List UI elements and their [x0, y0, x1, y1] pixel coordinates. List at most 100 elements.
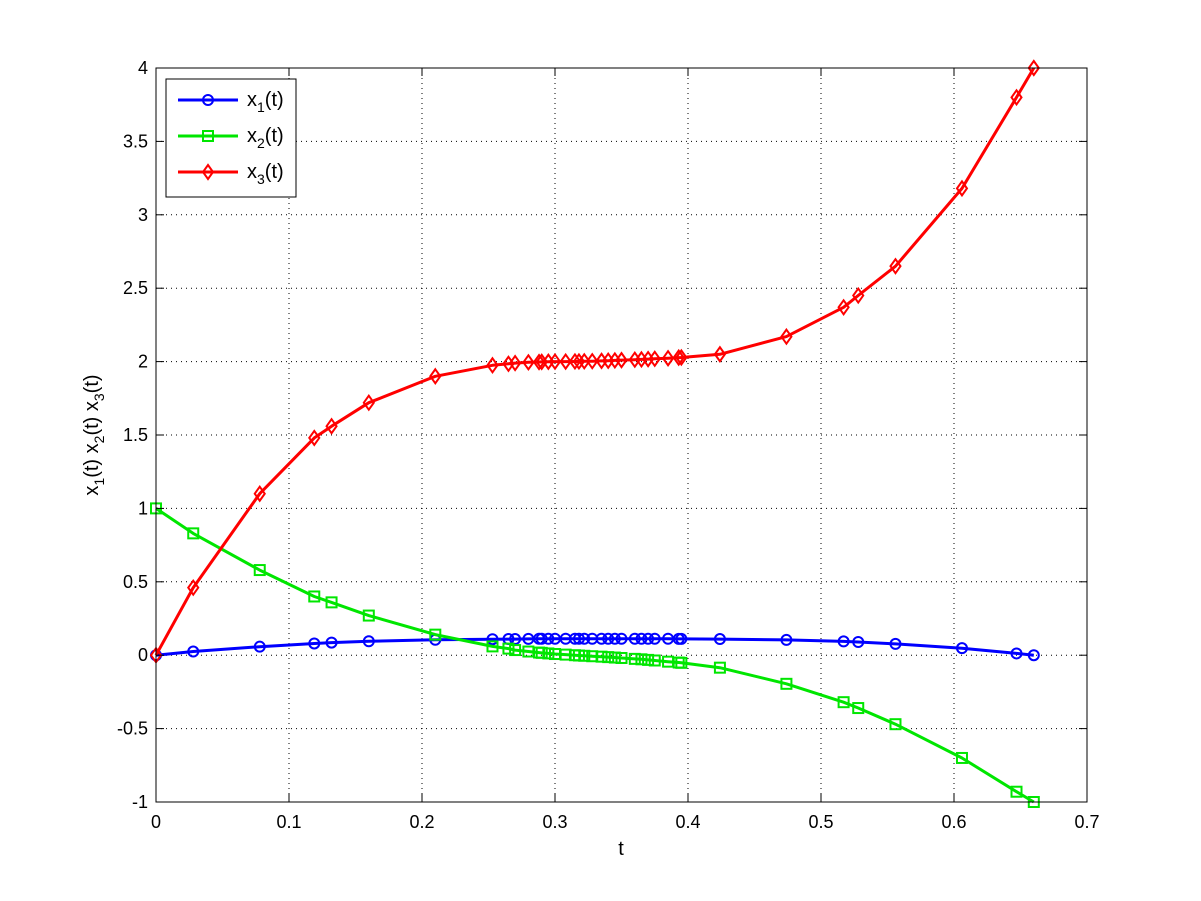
data-point-x1: [486, 633, 499, 646]
data-point-x1: [608, 632, 621, 645]
data-point-x3: [362, 393, 376, 412]
data-point-x3: [253, 484, 266, 503]
data-point-x1: [325, 636, 338, 649]
legend-label-x2: x2(t): [247, 125, 284, 151]
y-tick-label: 1.5: [123, 425, 148, 445]
y-tick-label: 0: [138, 645, 148, 665]
data-point-x1: [955, 642, 968, 655]
data-point-x1: [713, 633, 726, 646]
data-point-x1: [635, 632, 648, 645]
legend-item-x1: x1(t): [178, 89, 284, 115]
y-tick-label: -0.5: [117, 719, 148, 739]
legend-marker-x1: [202, 94, 214, 106]
data-point-x2: [502, 642, 515, 655]
data-point-x3: [955, 179, 969, 198]
y-tick-label: -1: [132, 792, 148, 812]
data-point-x2: [535, 646, 548, 659]
data-point-x3: [572, 352, 586, 371]
data-point-x2: [635, 653, 648, 666]
data-point-x2: [362, 609, 375, 622]
data-point-x3: [586, 352, 599, 370]
data-point-x3: [780, 327, 793, 346]
data-point-x1: [648, 632, 661, 645]
data-point-x1: [780, 633, 793, 646]
data-point-x2: [615, 651, 628, 664]
data-point-x1: [602, 632, 615, 645]
x-tick-label: 0.6: [941, 812, 966, 832]
data-point-x1: [509, 633, 522, 646]
data-point-x2: [308, 590, 321, 603]
data-point-x3: [187, 578, 200, 597]
data-point-x2: [608, 651, 621, 664]
data-point-x2: [602, 651, 615, 664]
data-point-x3: [486, 356, 499, 374]
data-point-x1: [1010, 647, 1023, 660]
data-point-x3: [615, 351, 628, 369]
data-point-x3: [325, 417, 338, 435]
data-point-x1: [852, 635, 865, 648]
data-point-x3: [559, 352, 572, 371]
series-line-x2: [155, 507, 1035, 804]
data-point-x1: [572, 632, 585, 645]
data-point-x3: [532, 353, 546, 371]
legend: x1(t) x2(t) x3(t): [165, 78, 297, 198]
data-point-x1: [253, 640, 266, 653]
legend-marker-x3: [201, 163, 215, 181]
data-point-x3: [648, 350, 661, 368]
data-point-x3: [889, 257, 902, 275]
data-point-x3: [548, 352, 562, 371]
y-tick-label: 4: [138, 58, 148, 78]
data-point-x1: [542, 632, 555, 645]
data-point-x2: [837, 696, 850, 709]
data-point-x3: [429, 367, 442, 386]
data-point-x1: [642, 632, 655, 645]
data-point-x2: [595, 650, 608, 663]
data-point-x3: [852, 286, 865, 305]
data-point-x3: [1027, 59, 1041, 77]
legend-item-x2: x2(t): [178, 125, 284, 151]
series-line-x3: [154, 67, 1036, 656]
data-point-x2: [642, 653, 655, 666]
data-point-x1: [308, 637, 321, 650]
legend-label-x1: x1(t): [247, 89, 284, 115]
data-point-x1: [535, 632, 548, 645]
data-point-x2: [648, 654, 661, 667]
y-axis-label: x1(t) x2(t) x3(t): [81, 374, 107, 495]
data-point-x1: [889, 637, 902, 650]
x-tick-label: 0.3: [542, 812, 567, 832]
y-tick-label: 2: [138, 352, 148, 372]
y-tick-label: 0.5: [123, 572, 148, 592]
y-tick-label: 1: [138, 498, 148, 518]
data-point-x2: [253, 564, 266, 577]
data-point-x1: [187, 645, 200, 658]
data-point-x2: [1010, 785, 1023, 798]
x-tick-label: 0.7: [1074, 812, 1099, 832]
data-point-x2: [780, 677, 793, 690]
data-point-x3: [568, 352, 582, 371]
axis-ticks: 0 0.1 0.2 0.3 0.4 0.5 0.6 0.7 -1 -0.5 0 0.5 1 1.5 2 2.5…: [117, 58, 1100, 832]
data-point-x1: [675, 632, 688, 645]
data-point-x3: [661, 349, 675, 367]
data-point-x1: [628, 632, 641, 645]
data-point-x3: [713, 345, 727, 363]
data-point-x2: [889, 718, 902, 731]
y-tick-label: 2.5: [123, 278, 148, 298]
data-point-x1: [362, 635, 375, 648]
data-point-x2: [852, 702, 865, 715]
data-point-x2: [429, 628, 442, 641]
data-point-x2: [955, 751, 968, 764]
data-point-x2: [542, 647, 555, 660]
x-axis-label: t: [618, 838, 624, 860]
data-point-x2: [509, 644, 522, 657]
data-point-x3: [508, 354, 522, 372]
data-point-x3: [837, 298, 850, 317]
data-point-x1: [615, 632, 628, 645]
legend-label-x3: x3(t): [247, 161, 284, 187]
data-point-x2: [628, 652, 641, 665]
data-point-x2: [713, 661, 726, 674]
data-point-x3: [672, 348, 685, 367]
data-point-x3: [522, 353, 535, 372]
data-point-x2: [578, 649, 591, 662]
legend-item-x3: x3(t): [178, 161, 284, 187]
